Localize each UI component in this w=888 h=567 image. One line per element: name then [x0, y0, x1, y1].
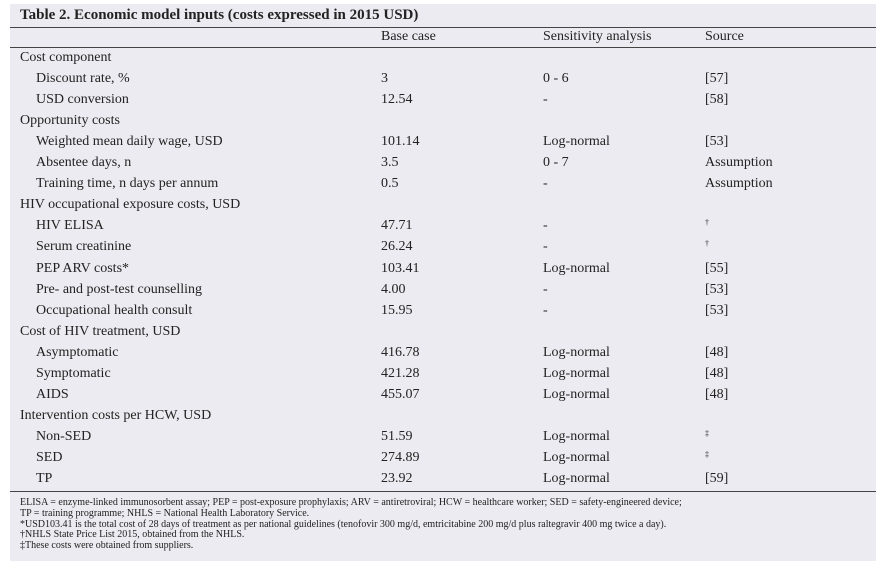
source: Assumption: [705, 176, 773, 192]
source: [53]: [705, 134, 729, 150]
row-label: Weighted mean daily wage, USD: [36, 134, 223, 150]
base-case: 4.00: [381, 281, 406, 297]
sensitivity: -: [543, 218, 548, 234]
section-label: Intervention costs per HCW, USD: [20, 407, 212, 423]
table-title: Table 2. Economic model inputs (costs ex…: [20, 7, 419, 23]
sensitivity: 0 - 7: [543, 155, 569, 171]
footnote: TP = training programme; NHLS = National…: [20, 507, 310, 519]
footnote: *USD103.41 is the total cost of 28 days …: [20, 518, 667, 530]
source: [55]: [705, 260, 729, 276]
column-header: Sensitivity analysis: [543, 29, 652, 44]
row-label: Occupational health consult: [36, 302, 193, 318]
footnote: †NHLS State Price List 2015, obtained fr…: [20, 529, 245, 541]
base-case: 103.41: [381, 260, 420, 276]
source: [48]: [705, 365, 729, 381]
base-case: 274.89: [381, 449, 420, 465]
rule: [10, 27, 876, 28]
source: [48]: [705, 386, 729, 402]
sensitivity: Log-normal: [543, 344, 610, 360]
source: [53]: [705, 302, 729, 318]
footnote: ‡These costs were obtained from supplier…: [20, 540, 194, 552]
base-case: 47.71: [381, 218, 413, 234]
source: ‡: [705, 449, 709, 459]
rule: [10, 491, 876, 492]
section-label: HIV occupational exposure costs, USD: [20, 197, 241, 213]
base-case: 3: [381, 71, 388, 87]
source: Assumption: [705, 155, 773, 171]
column-header: Base case: [381, 29, 436, 44]
sensitivity: -: [543, 176, 548, 192]
sensitivity: Log-normal: [543, 428, 610, 444]
source: [59]: [705, 471, 729, 486]
row-label: Asymptomatic: [36, 344, 119, 360]
row-label: PEP ARV costs*: [36, 260, 130, 276]
column-header: Source: [705, 29, 744, 44]
source: ‡: [705, 428, 709, 438]
row-label: Symptomatic: [36, 365, 111, 381]
section-label: Cost of HIV treatment, USD: [20, 323, 181, 339]
sensitivity: Log-normal: [543, 365, 610, 381]
sensitivity: Log-normal: [543, 386, 610, 402]
sensitivity: -: [543, 281, 548, 297]
row-label: AIDS: [36, 386, 69, 402]
source: †: [705, 239, 709, 249]
base-case: 12.54: [381, 92, 413, 108]
table-panel: [10, 4, 876, 561]
source: [57]: [705, 71, 729, 87]
base-case: 101.14: [381, 134, 420, 150]
row-label: Discount rate, %: [36, 71, 130, 87]
row-label: Training time, n days per annum: [36, 176, 219, 192]
row-label: Pre- and post-test counselling: [36, 281, 203, 297]
base-case: 421.28: [381, 365, 420, 381]
base-case: 0.5: [381, 176, 399, 192]
base-case: 23.92: [381, 471, 413, 486]
base-case: 455.07: [381, 386, 420, 402]
sensitivity: -: [543, 92, 548, 108]
base-case: 416.78: [381, 344, 420, 360]
base-case: 3.5: [381, 155, 399, 171]
source: †: [705, 218, 709, 228]
rule: [10, 47, 876, 48]
footnote: ELISA = enzyme-linked immunosorbent assa…: [20, 497, 682, 508]
sensitivity: Log-normal: [543, 471, 610, 486]
sensitivity: Log-normal: [543, 260, 610, 276]
base-case: 15.95: [381, 302, 413, 318]
section-label: Cost component: [20, 50, 112, 65]
section-label: Opportunity costs: [20, 113, 120, 129]
source: [53]: [705, 281, 729, 297]
sensitivity: -: [543, 239, 548, 255]
row-label: HIV ELISA: [36, 218, 104, 234]
sensitivity: Log-normal: [543, 449, 610, 465]
base-case: 26.24: [381, 239, 413, 255]
row-label: TP: [36, 471, 53, 486]
sensitivity: Log-normal: [543, 134, 610, 150]
base-case: 51.59: [381, 428, 413, 444]
source: [48]: [705, 344, 729, 360]
row-label: Non-SED: [36, 428, 92, 444]
row-label: Absentee days, n: [36, 155, 132, 171]
row-label: SED: [36, 449, 63, 465]
sensitivity: 0 - 6: [543, 71, 569, 87]
sensitivity: -: [543, 302, 548, 318]
row-label: Serum creatinine: [36, 239, 132, 255]
source: [58]: [705, 92, 729, 108]
row-label: USD conversion: [36, 92, 129, 108]
